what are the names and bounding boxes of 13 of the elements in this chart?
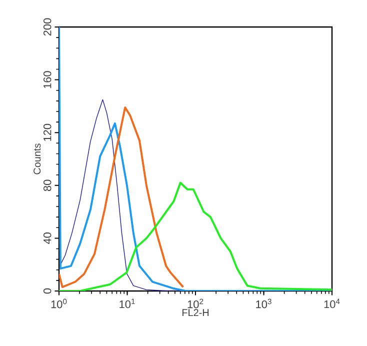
y-tick-label: 0 bbox=[43, 288, 52, 294]
y-axis-title: Counts bbox=[34, 144, 41, 174]
x-tick-label: 10$^{1}$ bbox=[120, 298, 135, 308]
x-tick-label: 10$^{3}$ bbox=[256, 298, 272, 308]
x-tick-label: 10$^{4}$ bbox=[324, 298, 340, 308]
y-tick-label: 120 bbox=[43, 124, 52, 141]
x-tick-label: 10$^{2}$ bbox=[188, 298, 204, 308]
y-tick-label: 40 bbox=[43, 232, 52, 244]
y-tick-label: 200 bbox=[43, 18, 52, 36]
x-tick-label: 10$^{0}$ bbox=[51, 298, 67, 308]
x-axis-title: FL2-H bbox=[182, 309, 209, 316]
y-tick-label: 80 bbox=[43, 180, 52, 192]
y-tick-label: 160 bbox=[43, 71, 52, 88]
